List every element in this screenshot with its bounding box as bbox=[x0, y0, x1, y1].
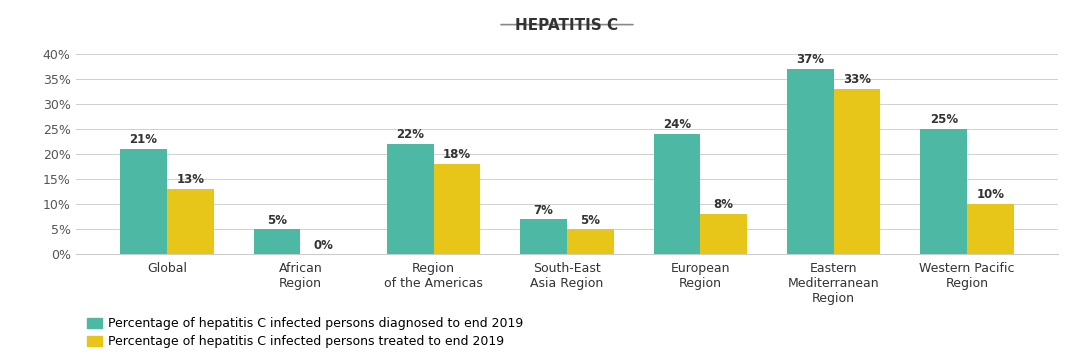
Text: 18%: 18% bbox=[443, 148, 471, 162]
Bar bbox=[834, 89, 880, 254]
Text: 21%: 21% bbox=[130, 133, 158, 146]
Text: 8%: 8% bbox=[714, 199, 733, 212]
Bar bbox=[920, 129, 967, 254]
Text: 5%: 5% bbox=[580, 213, 600, 227]
Text: 37%: 37% bbox=[796, 53, 824, 66]
Bar bbox=[434, 164, 481, 254]
Text: 5%: 5% bbox=[267, 213, 287, 227]
Bar bbox=[967, 204, 1014, 254]
Text: 33%: 33% bbox=[843, 73, 872, 86]
Text: 0%: 0% bbox=[313, 238, 334, 252]
Bar bbox=[387, 144, 434, 254]
Text: 7%: 7% bbox=[534, 204, 554, 216]
Text: 13%: 13% bbox=[176, 174, 204, 187]
Bar bbox=[700, 214, 747, 254]
Bar bbox=[567, 229, 613, 254]
Bar bbox=[167, 189, 214, 254]
Bar bbox=[653, 134, 700, 254]
Bar bbox=[521, 219, 567, 254]
Bar bbox=[254, 229, 300, 254]
Text: 10%: 10% bbox=[976, 188, 1004, 201]
Text: 22%: 22% bbox=[396, 128, 424, 141]
Bar bbox=[787, 69, 834, 254]
Title: HEPATITIS C: HEPATITIS C bbox=[515, 18, 619, 33]
Text: 24%: 24% bbox=[663, 118, 691, 131]
Text: 25%: 25% bbox=[930, 113, 958, 126]
Bar bbox=[120, 149, 167, 254]
Legend: Percentage of hepatitis C infected persons diagnosed to end 2019, Percentage of : Percentage of hepatitis C infected perso… bbox=[82, 312, 528, 353]
